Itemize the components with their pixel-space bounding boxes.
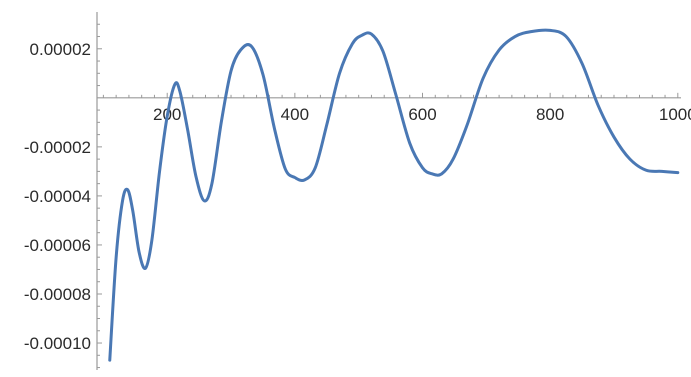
- axes: [96, 12, 681, 370]
- y-tick-label: -0.00004: [24, 187, 91, 206]
- x-tick-label: 600: [408, 105, 436, 124]
- x-tick-label: 400: [281, 105, 309, 124]
- y-tick-label: -0.00006: [24, 236, 91, 255]
- y-tick-label: -0.00002: [24, 138, 91, 157]
- y-tick-label: 0.00002: [30, 40, 91, 59]
- ticks: [97, 23, 679, 369]
- series-line-0: [108, 28, 680, 362]
- series-layer: [108, 28, 680, 362]
- x-tick-label: 800: [536, 105, 564, 124]
- tick-labels: 20040060080010000.00002-0.00002-0.00004-…: [24, 40, 691, 353]
- y-tick-label: -0.00010: [24, 334, 91, 353]
- y-tick-label: -0.00008: [24, 285, 91, 304]
